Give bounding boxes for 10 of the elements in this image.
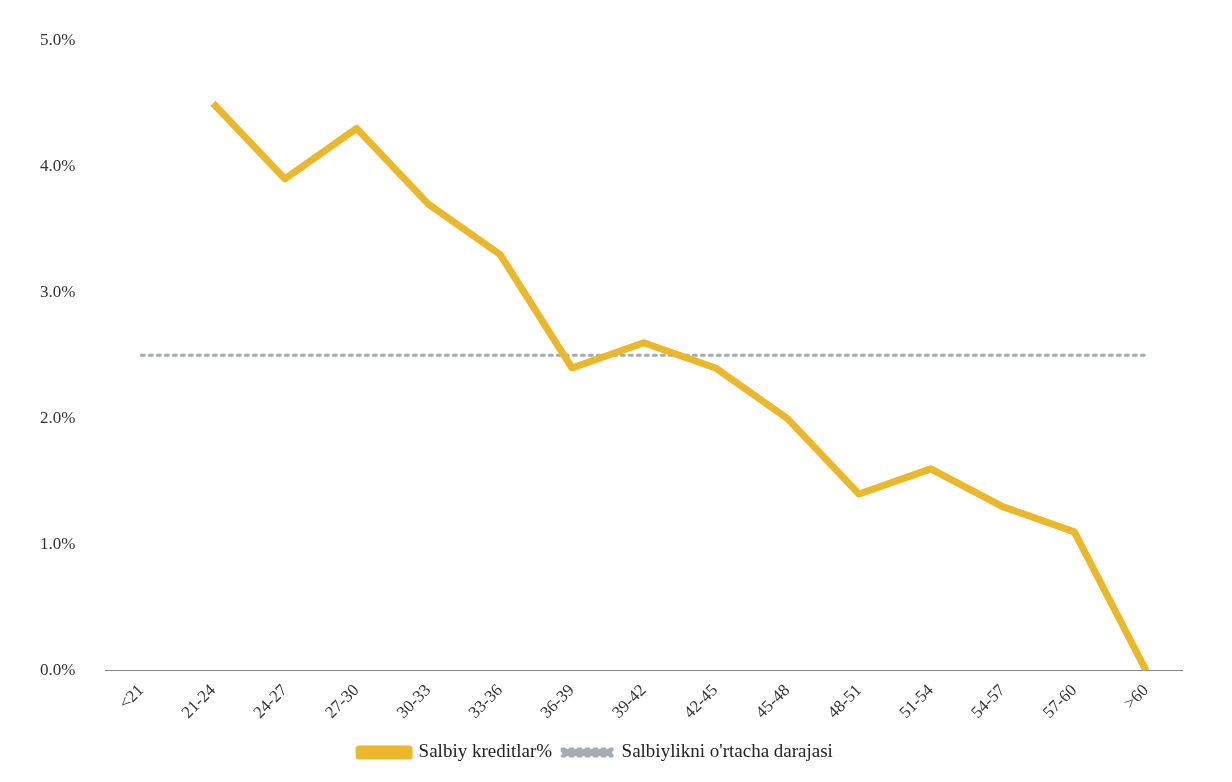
y-tick-label: 5.0% [39,29,76,49]
y-tick-label: 3.0% [39,281,76,301]
legend-label: Salbiy kreditlar% [418,740,553,762]
y-tick-label: 0.0% [39,660,76,679]
y-tick-label: 1.0% [39,533,76,553]
legend-label: Salbiylikni o'rtacha darajasi [621,740,833,762]
y-tick-label: 4.0% [39,155,76,175]
x-tick-label: <21 [115,680,148,713]
y-tick-label: 2.0% [39,407,76,427]
x-tick-label: >60 [1119,680,1153,713]
